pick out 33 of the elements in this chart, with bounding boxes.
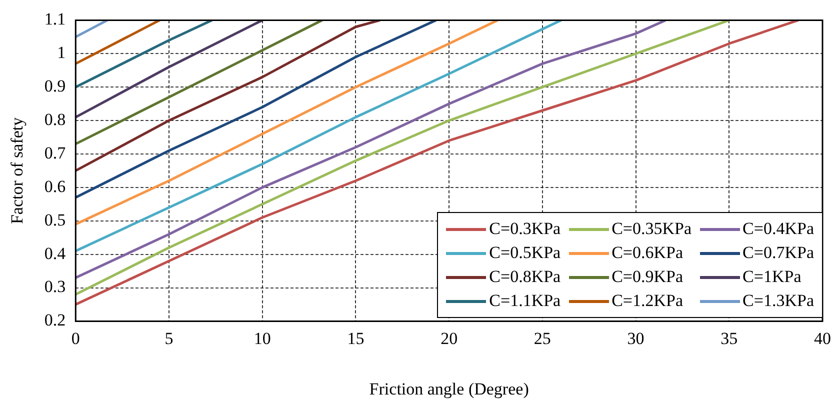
x-tick-label: 10 [254, 328, 271, 348]
x-tick-label: 20 [440, 328, 458, 348]
y-tick-label: 0.5 [44, 210, 66, 230]
legend-label: C=0.5KPa [489, 243, 561, 263]
legend-label: C=0.9KPa [612, 267, 684, 287]
x-tick-label: 40 [814, 328, 831, 348]
legend-label: C=0.4KPa [742, 219, 814, 239]
legend-label: C=0.35KPa [612, 219, 692, 239]
y-tick-label: 0.9 [44, 76, 66, 96]
y-tick-label: 1 [57, 43, 66, 62]
y-tick-label: 0.4 [44, 244, 66, 263]
legend-label: C=1.1KPa [489, 291, 561, 311]
x-tick-label: 35 [720, 328, 738, 348]
y-tick-label: 1.1 [44, 10, 66, 29]
x-tick-label: 5 [164, 328, 174, 348]
y-tick-label: 0.3 [44, 277, 66, 296]
legend-label: C=0.8KPa [489, 267, 561, 287]
legend-label: C=1.3KPa [742, 291, 814, 311]
legend-label: C=0.3KPa [489, 219, 561, 239]
legend-label: C=1KPa [742, 267, 802, 287]
y-tick-label: 0.2 [44, 310, 66, 330]
x-tick-label: 15 [347, 328, 364, 348]
legend-label: C=0.6KPa [612, 243, 684, 263]
x-axis-title: Friction angle (Degree) [369, 379, 529, 398]
y-tick-label: 0.8 [44, 110, 66, 129]
x-tick-label: 0 [71, 328, 80, 348]
legend-label: C=0.7KPa [742, 243, 814, 263]
legend-label: C=1.2KPa [612, 291, 684, 311]
y-tick-label: 0.7 [44, 143, 66, 162]
y-axis-title: Factor of safety [8, 116, 27, 224]
x-tick-label: 25 [534, 328, 551, 348]
y-tick-label: 0.6 [44, 176, 66, 196]
x-tick-label: 30 [627, 328, 644, 348]
